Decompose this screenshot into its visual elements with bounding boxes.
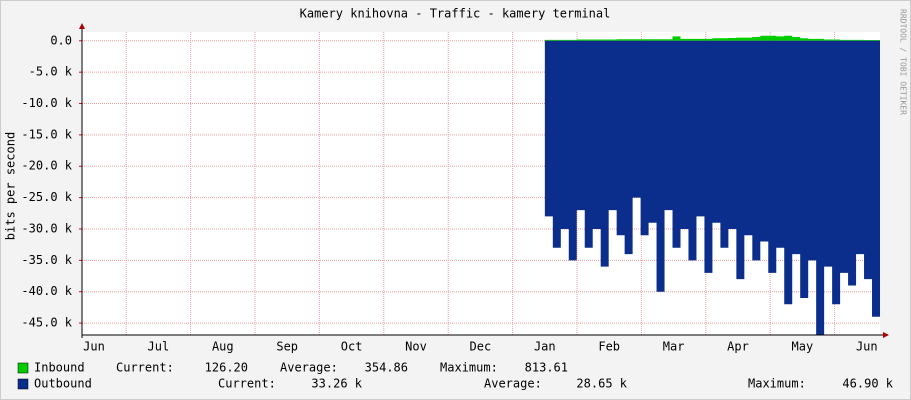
x-tick-label: Mar [663,340,685,354]
legend-label: Inbound [34,361,85,375]
y-tick-label: -45.0 k [21,316,72,330]
y-tick-label: -5.0 k [29,65,73,79]
y-tick-label: -40.0 k [21,284,72,298]
chart-title: Kamery knihovna - Traffic - kamery termi… [300,7,611,21]
x-tick-label: Aug [212,340,234,354]
legend-stat-value: 28.65 k [576,377,627,391]
legend-stat-value: 813.61 [525,361,568,375]
x-tick-label: Dec [470,340,492,354]
legend-stat-label: Maximum: [748,377,806,391]
watermark: RRDTOOL / TOBI OETIKER [899,9,908,115]
x-tick-label: Apr [727,340,749,354]
x-tick-label: Jan [534,340,556,354]
y-tick-label: -35.0 k [21,253,72,267]
x-tick-label: May [792,340,814,354]
legend-stat-value: 354.86 [365,361,408,375]
y-tick-label: -10.0 k [21,96,72,110]
legend-swatch [17,362,29,374]
legend-label: Outbound [34,377,92,391]
x-tick-label: Jun [83,340,105,354]
y-tick-label: -15.0 k [21,127,72,141]
x-tick-label: Jul [148,340,170,354]
legend-stat-label: Maximum: [440,361,498,375]
x-tick-label: Oct [341,340,363,354]
legend-stat-label: Current: [218,377,276,391]
y-axis-label: bits per second [4,132,18,240]
y-tick-label: 0.0 [50,33,72,47]
y-tick-label: -30.0 k [21,221,72,235]
area [544,40,880,336]
legend-stat-value: 46.90 k [842,377,893,391]
legend-stat-label: Average: [280,361,338,375]
y-axis-arrow [79,23,85,29]
x-tick-label: Feb [598,340,620,354]
y-tick-label: -20.0 k [21,159,72,173]
y-tick-label: -25.0 k [21,190,72,204]
legend-stat-label: Average: [484,377,542,391]
x-tick-label: Jun [856,340,878,354]
x-tick-label: Sep [276,340,298,354]
x-tick-label: Nov [405,340,427,354]
legend-stat-value: 33.26 k [311,377,362,391]
area [544,35,880,41]
x-axis-arrow [883,332,889,338]
legend-stat-label: Current: [116,361,174,375]
legend-swatch [17,378,29,390]
legend-stat-value: 126.20 [205,361,248,375]
